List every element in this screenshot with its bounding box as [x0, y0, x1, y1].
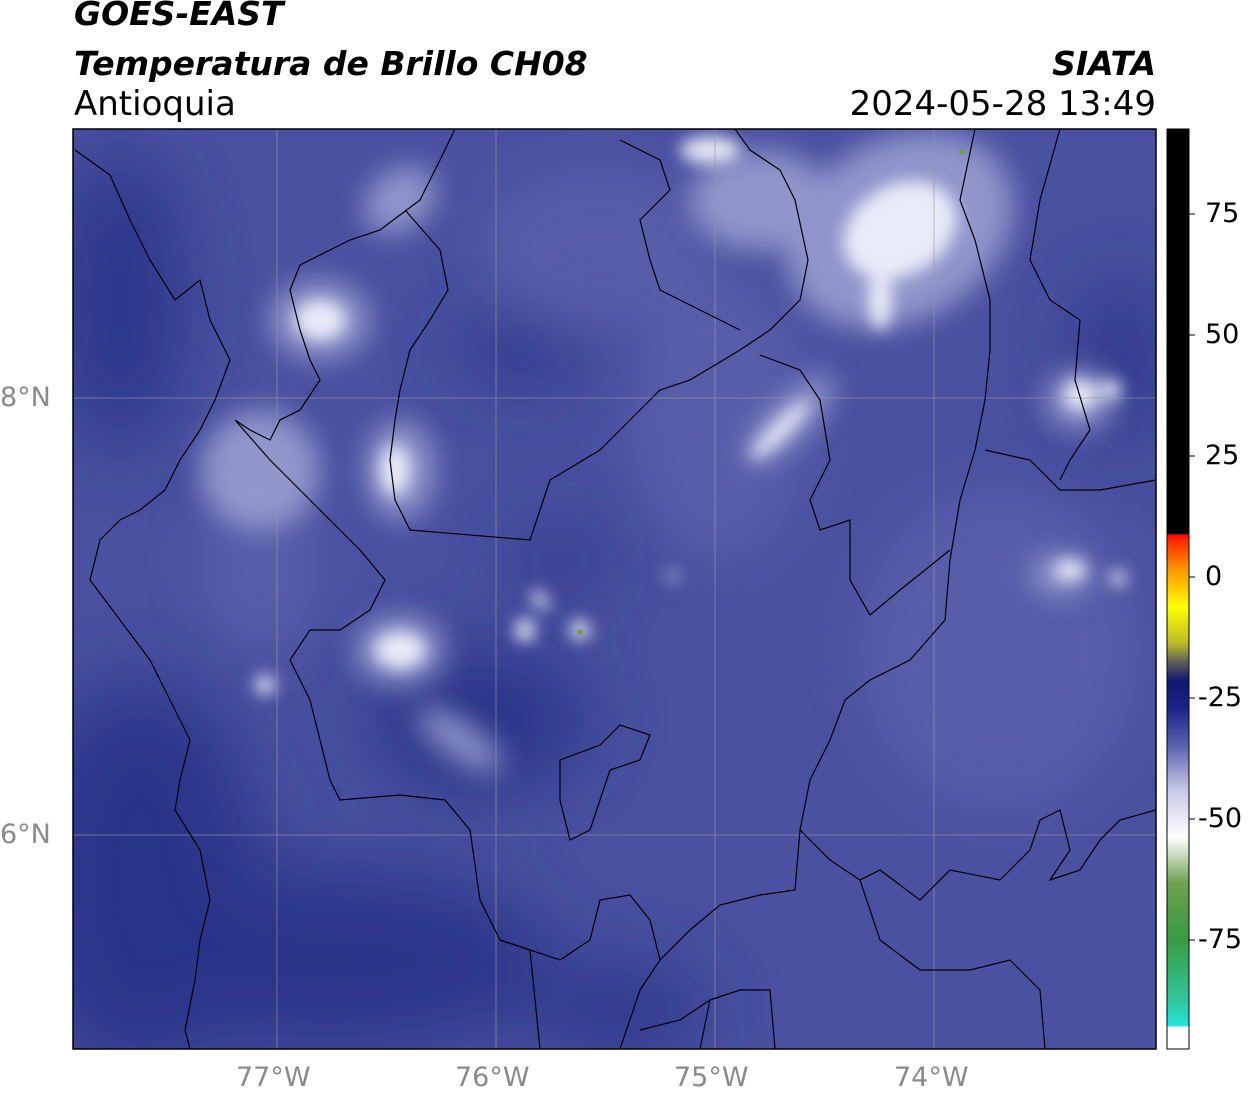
longitude-label: 76°W: [455, 1062, 530, 1093]
colorbar-tick-label: 25: [1205, 440, 1240, 471]
brightness-temperature-field: [73, 129, 1156, 1049]
longitude-label: 75°W: [674, 1062, 749, 1093]
map-frame: [72, 128, 1157, 1050]
colorbar: [1166, 128, 1190, 1050]
longitude-label: 74°W: [894, 1062, 969, 1093]
region-label: Antioquia: [74, 84, 236, 124]
boundary-lines: [74, 129, 1156, 1049]
latitude-label: 8°N: [0, 382, 51, 413]
colorbar-tick-label: 75: [1205, 198, 1240, 229]
latitude-label: 6°N: [0, 819, 51, 850]
colorbar-tick-label: -50: [1198, 803, 1243, 834]
agency-label: SIATA: [1052, 44, 1156, 83]
colorbar-tick-label: 50: [1205, 319, 1240, 350]
product-title: Temperatura de Brillo CH08: [74, 44, 588, 83]
longitude-label: 77°W: [236, 1062, 311, 1093]
colorbar-tick-label: -25: [1198, 682, 1243, 713]
colorbar-ticks: [1189, 213, 1195, 941]
graticule: [73, 129, 1156, 1049]
satellite-title: GOES-EAST: [74, 0, 284, 33]
colorbar-tick-label: 0: [1205, 561, 1223, 592]
colorbar-tick-label: -75: [1198, 924, 1243, 955]
timestamp-label: 2024-05-28 13:49: [849, 84, 1156, 124]
